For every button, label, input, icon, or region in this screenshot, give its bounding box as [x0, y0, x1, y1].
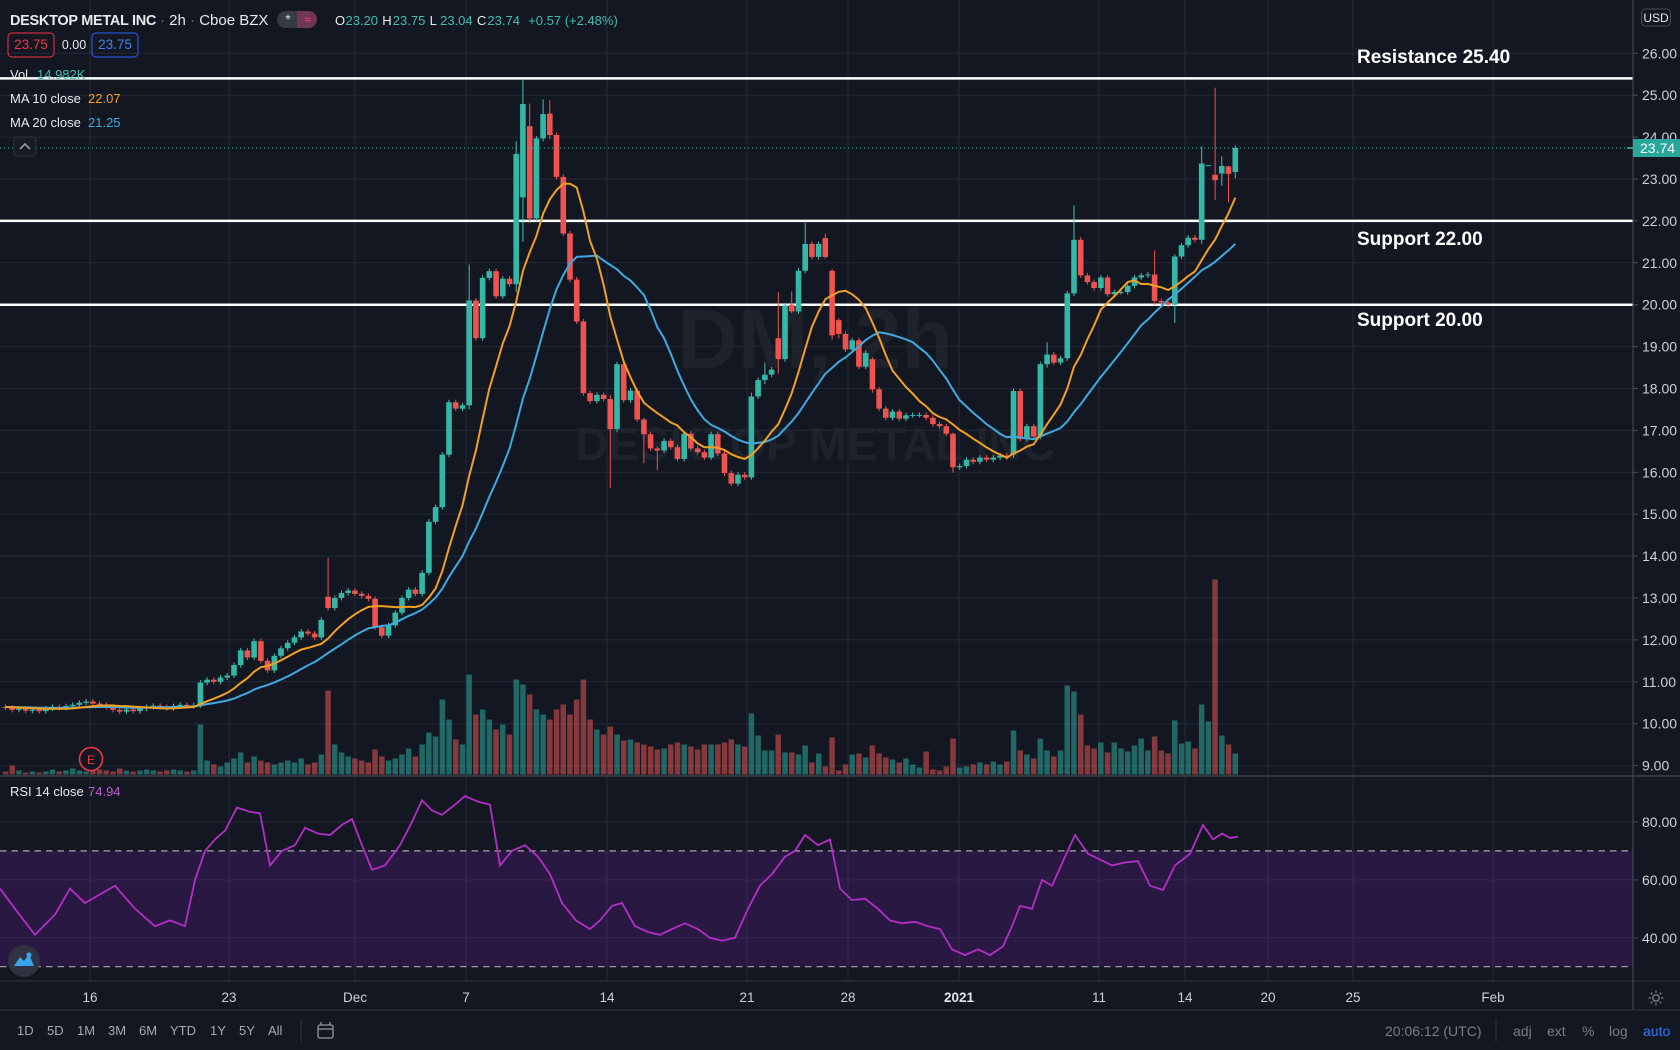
svg-text:USD: USD	[1643, 11, 1669, 25]
svg-text:22.00: 22.00	[1642, 213, 1677, 229]
svg-text:80.00: 80.00	[1642, 814, 1677, 830]
svg-text:Resistance 25.40: Resistance 25.40	[1357, 47, 1510, 68]
svg-text:*: *	[285, 11, 291, 27]
svg-text:L: L	[430, 13, 437, 28]
svg-text:74.94: 74.94	[88, 784, 121, 799]
svg-text:Vol: Vol	[10, 67, 28, 82]
svg-text:9.00: 9.00	[1642, 758, 1669, 774]
svg-text:DESKTOP METAL INC: DESKTOP METAL INC	[10, 13, 157, 29]
svg-text:log: log	[1609, 1023, 1628, 1039]
svg-text:13.00: 13.00	[1642, 590, 1677, 606]
svg-text:23.75: 23.75	[98, 37, 132, 52]
svg-text:DM, 2h: DM, 2h	[677, 292, 952, 386]
svg-text:YTD: YTD	[170, 1023, 196, 1038]
svg-text:10.00: 10.00	[1642, 716, 1677, 732]
svg-text:23.75: 23.75	[14, 37, 48, 52]
svg-text:O: O	[335, 13, 345, 28]
svg-text:12.00: 12.00	[1642, 632, 1677, 648]
svg-text:1M: 1M	[77, 1023, 95, 1038]
svg-text:11: 11	[1092, 990, 1106, 1005]
svg-text:20:06:12 (UTC): 20:06:12 (UTC)	[1385, 1023, 1481, 1039]
svg-text:20: 20	[1260, 990, 1275, 1005]
svg-text:21.25: 21.25	[88, 115, 121, 130]
svg-text:3M: 3M	[108, 1023, 126, 1038]
svg-text:E: E	[87, 753, 95, 767]
svg-text:5Y: 5Y	[239, 1023, 255, 1038]
svg-text:14: 14	[599, 990, 615, 1005]
svg-text:28: 28	[840, 990, 855, 1005]
svg-text:0.00: 0.00	[62, 38, 86, 52]
svg-text:%: %	[1582, 1023, 1594, 1039]
svg-text:7: 7	[462, 990, 470, 1005]
svg-text:MA 20 close: MA 20 close	[10, 115, 81, 130]
svg-text:23.75: 23.75	[393, 13, 426, 28]
svg-text:Support 20.00: Support 20.00	[1357, 310, 1483, 331]
svg-text:23.04: 23.04	[440, 13, 473, 28]
svg-text:26.00: 26.00	[1642, 45, 1677, 61]
svg-text:23: 23	[221, 990, 236, 1005]
svg-text:14.982K: 14.982K	[37, 67, 86, 82]
svg-text:1D: 1D	[17, 1023, 34, 1038]
svg-text:14: 14	[1177, 990, 1193, 1005]
svg-text:18.00: 18.00	[1642, 381, 1677, 397]
svg-text:23.00: 23.00	[1642, 171, 1677, 187]
svg-text:RSI 14 close: RSI 14 close	[10, 784, 84, 799]
svg-text:Support 22.00: Support 22.00	[1357, 229, 1483, 250]
svg-text:6M: 6M	[139, 1023, 157, 1038]
svg-text:adj: adj	[1513, 1023, 1532, 1039]
svg-text:Dec: Dec	[343, 990, 367, 1005]
svg-text:16: 16	[82, 990, 97, 1005]
svg-text:14.00: 14.00	[1642, 548, 1677, 564]
svg-text:ext: ext	[1547, 1023, 1566, 1039]
svg-text:20.00: 20.00	[1642, 297, 1677, 313]
svg-text:2021: 2021	[944, 990, 975, 1005]
svg-text:23.20: 23.20	[346, 13, 379, 28]
svg-text:+0.57 (+2.48%): +0.57 (+2.48%)	[528, 13, 618, 28]
svg-text:All: All	[268, 1023, 283, 1038]
svg-text:17.00: 17.00	[1642, 422, 1677, 438]
svg-text:MA 10 close: MA 10 close	[10, 91, 81, 106]
svg-text:19.00: 19.00	[1642, 339, 1677, 355]
svg-text:22.07: 22.07	[88, 91, 121, 106]
svg-text:H: H	[382, 13, 391, 28]
svg-text:21.00: 21.00	[1642, 255, 1677, 271]
svg-text:auto: auto	[1643, 1023, 1670, 1039]
svg-text:23.74: 23.74	[1640, 140, 1675, 156]
svg-text:21: 21	[739, 990, 754, 1005]
svg-text:25.00: 25.00	[1642, 87, 1677, 103]
svg-text:≈: ≈	[304, 14, 310, 26]
svg-text:Feb: Feb	[1481, 990, 1504, 1005]
svg-text:1Y: 1Y	[210, 1023, 226, 1038]
svg-text:15.00: 15.00	[1642, 506, 1677, 522]
svg-text:C: C	[477, 13, 486, 28]
svg-text:11.00: 11.00	[1642, 674, 1676, 690]
svg-text:60.00: 60.00	[1642, 872, 1677, 888]
svg-text:· 2h · Cboe BZX: · 2h · Cboe BZX	[160, 12, 268, 29]
svg-text:25: 25	[1345, 990, 1360, 1005]
svg-text:5D: 5D	[47, 1023, 64, 1038]
svg-text:40.00: 40.00	[1642, 930, 1677, 946]
svg-text:16.00: 16.00	[1642, 464, 1677, 480]
svg-text:23.74: 23.74	[487, 13, 520, 28]
